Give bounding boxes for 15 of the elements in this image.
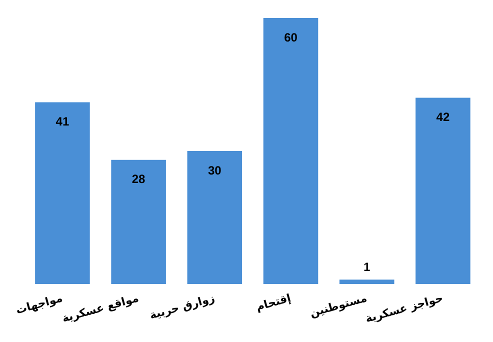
bar bbox=[111, 160, 166, 284]
bar bbox=[35, 102, 90, 284]
data-label: 42 bbox=[436, 110, 450, 124]
bar bbox=[187, 151, 242, 284]
data-label: 60 bbox=[284, 30, 298, 44]
data-label: 28 bbox=[132, 172, 146, 186]
bar bbox=[263, 18, 318, 284]
x-tick-label: مستوطنين bbox=[308, 291, 368, 320]
x-tick-label: زوارق حربية bbox=[148, 291, 216, 322]
x-tick-label: إقتحام bbox=[254, 291, 292, 314]
bar bbox=[416, 98, 470, 284]
data-label: 30 bbox=[208, 163, 222, 178]
data-label: 41 bbox=[56, 114, 70, 129]
data-label: 1 bbox=[364, 260, 371, 274]
bar bbox=[339, 280, 394, 284]
